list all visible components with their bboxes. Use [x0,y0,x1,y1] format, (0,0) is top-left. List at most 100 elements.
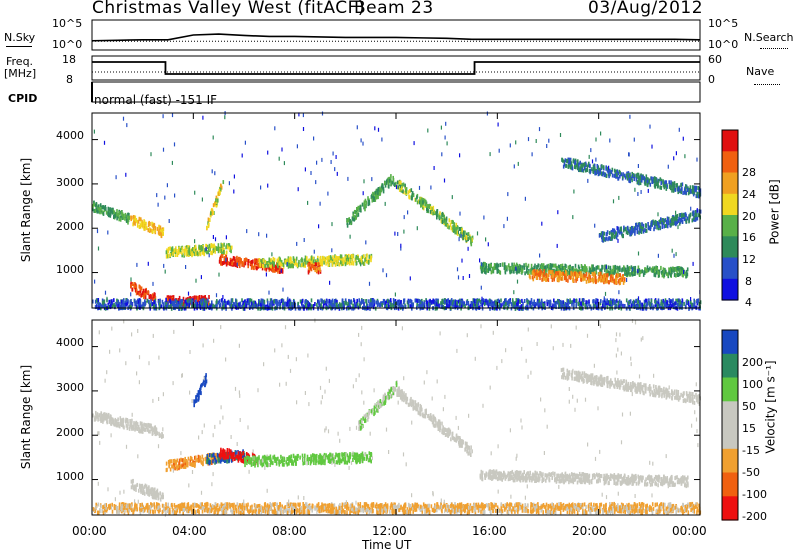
power-echo-15 [103,299,106,304]
power-echo-10 [405,189,407,194]
power-echo-9 [354,216,356,221]
power-echo-15 [532,302,535,306]
power-echo-12 [551,270,553,275]
power-echo-13 [648,178,651,183]
power-scatter-echo [692,261,694,266]
power-echo-6 [270,266,272,271]
power-echo-15 [297,302,299,307]
power-scatter-echo [409,276,411,281]
power-echo-14 [626,225,629,230]
power-echo-11 [676,266,678,271]
power-echo-15 [235,301,237,306]
power-echo-4 [214,249,216,254]
power-echo-1 [150,228,152,233]
power-echo-15 [389,298,392,303]
power-echo-6 [238,259,241,264]
power-echo-10 [445,216,448,221]
power-echo-15 [629,299,632,304]
power-echo-7 [278,261,281,266]
power-cbar-tick-8: 8 [745,275,752,288]
power-scatter-echo [280,268,282,273]
power-echo-8 [314,266,316,270]
power-echo-15 [684,304,687,309]
power-scatter-echo [426,303,428,308]
power-scatter-echo [157,202,159,207]
power-scatter-echo [321,157,323,162]
power-echo-7 [357,258,360,263]
power-echo-15 [375,300,378,305]
power-echo-15 [641,306,644,311]
power-echo-14 [661,221,664,225]
power-echo-11 [681,270,684,275]
power-echo-11 [574,263,577,268]
power-scatter-echo [513,290,515,295]
power-echo-2 [137,290,139,295]
power-echo-7 [347,259,349,264]
power-echo-15 [417,298,420,303]
power-echo-15 [262,302,264,307]
power-echo-13 [665,180,667,185]
power-echo-6 [258,264,261,269]
power-echo-13 [660,185,662,190]
power-scatter-echo [136,262,138,267]
power-echo-14 [698,209,700,214]
power-echo-10 [449,222,452,227]
power-echo-13 [677,190,679,195]
power-echo-15 [311,304,313,309]
power-echo-6 [261,266,264,271]
velocity-ytick-1000: 1000 [56,470,84,483]
power-echo-11 [516,269,519,274]
power-scatter-echo [168,219,170,223]
power-echo-11 [556,268,559,273]
power-scatter-echo [334,167,336,172]
power-echo-10 [421,202,423,207]
power-scatter-echo [166,183,168,188]
power-echo-10 [438,214,440,219]
power-echo-10 [422,206,425,211]
power-echo-11 [676,272,679,277]
power-scatter-echo [271,252,273,257]
power-echo-15 [325,303,328,308]
power-echo-12 [582,277,584,282]
power-echo-10 [453,222,456,227]
power-echo-8 [312,264,314,269]
power-echo-11 [528,270,530,275]
power-echo-12 [535,275,538,280]
power-echo-15 [531,301,534,306]
power-echo-13 [664,180,666,185]
power-echo-15 [489,302,491,306]
power-echo-14 [653,227,655,232]
power-echo-7 [277,264,279,269]
power-echo-9 [384,183,387,188]
freq-label: Freq. [6,55,34,68]
power-echo-15 [556,300,558,305]
power-echo-7 [290,261,293,266]
power-echo-9 [367,196,369,201]
power-echo-14 [696,216,698,221]
power-echo-15 [679,299,681,304]
power-scatter-echo [304,167,306,172]
power-scatter-echo [244,140,246,145]
power-echo-11 [547,268,550,273]
cpid-panel-frame [91,81,701,103]
power-echo-10 [411,191,414,196]
power-scatter-echo [281,147,283,152]
power-echo-9 [374,192,377,197]
power-ytick-1000: 1000 [56,263,84,276]
power-echo-15 [431,300,433,304]
power-echo-7 [265,261,268,266]
power-echo-10 [401,186,403,191]
power-echo-15 [489,306,491,311]
power-echo-13 [586,168,588,172]
power-echo-10 [432,211,434,216]
power-echo-11 [590,270,592,274]
power-echo-11 [685,271,688,276]
power-echo-15 [472,303,475,308]
power-echo-15 [465,300,468,305]
nsky-label: N.Sky [4,31,36,44]
power-echo-0 [111,207,113,212]
power-echo-15 [536,300,539,305]
power-echo-13 [599,170,601,175]
power-scatter-echo [130,292,132,297]
power-echo-7 [261,263,264,268]
